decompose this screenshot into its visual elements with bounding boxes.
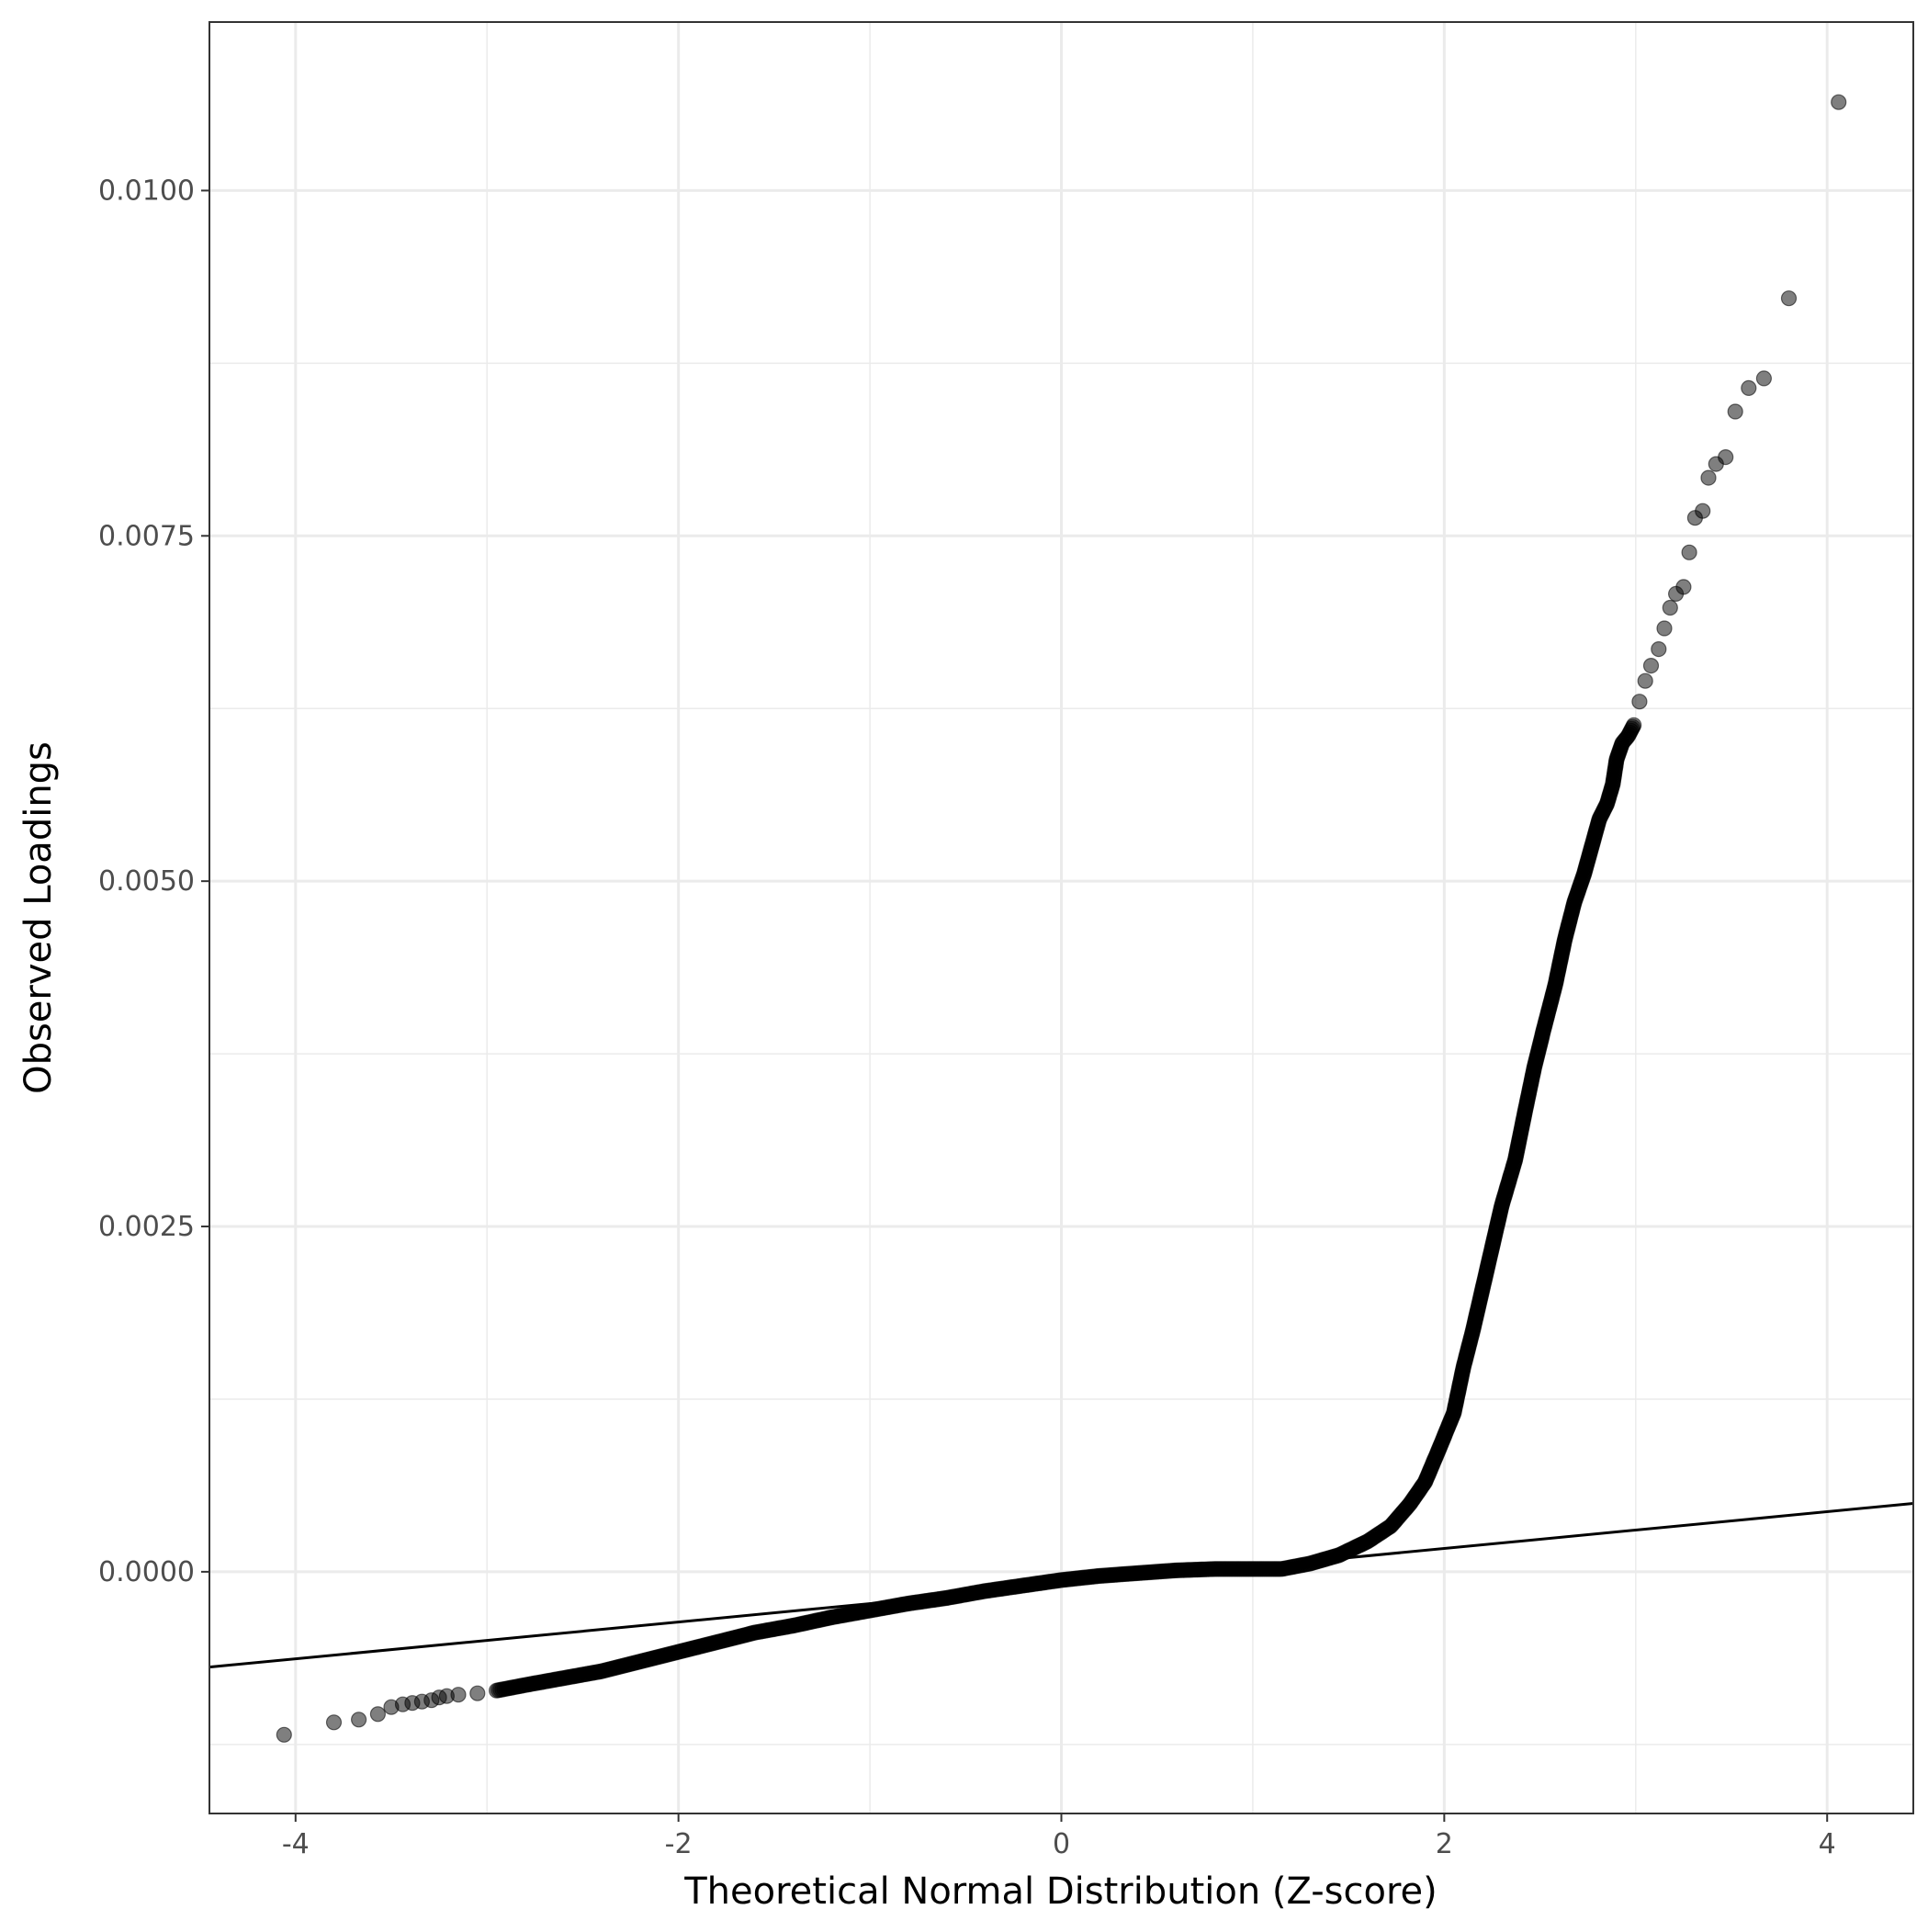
data-point [351,1712,367,1728]
data-point [1637,672,1653,689]
y-axis-title: Observed Loadings [17,741,60,1094]
data-point [325,1714,343,1731]
data-point [1662,599,1678,616]
major-gridlines [209,22,1913,1813]
y-tick-label: 0.0050 [98,865,195,898]
y-tick-label: 0.0075 [98,520,195,552]
data-point [1651,640,1667,658]
y-tick-label: 0.0025 [98,1211,195,1243]
data-point [450,1687,467,1703]
x-tick-label: 0 [1053,1828,1070,1860]
data-point [1780,290,1798,307]
data-point [1675,579,1692,595]
data-point [1755,370,1773,387]
y-axis-ticks: 0.0000 0.0025 0.0050 0.0075 0.0100 [98,175,209,1588]
data-point [1741,379,1757,396]
data-point [1642,657,1660,674]
data-point [1631,694,1648,710]
x-tick-label: -2 [665,1828,693,1860]
data-point [1681,544,1697,560]
y-tick-label: 0.0000 [98,1556,195,1588]
x-tick-label: 4 [1819,1828,1836,1860]
x-tick-label: -4 [282,1828,310,1860]
data-point [1718,449,1734,466]
y-tick-label: 0.0100 [98,175,195,207]
data-point [1695,503,1711,519]
data-point [1656,620,1673,637]
data-point [1727,403,1743,420]
x-axis-ticks: -4 -2 0 2 4 [282,1813,1836,1860]
data-points-layer [276,94,1847,1743]
x-axis-title: Theoretical Normal Distribution (Z-score… [683,1870,1438,1913]
x-tick-label: 2 [1436,1828,1453,1860]
data-point [469,1685,486,1701]
data-point [1626,717,1642,733]
data-point [369,1706,386,1723]
data-point [276,1726,292,1743]
data-point [1700,469,1717,486]
data-point [1831,94,1847,110]
